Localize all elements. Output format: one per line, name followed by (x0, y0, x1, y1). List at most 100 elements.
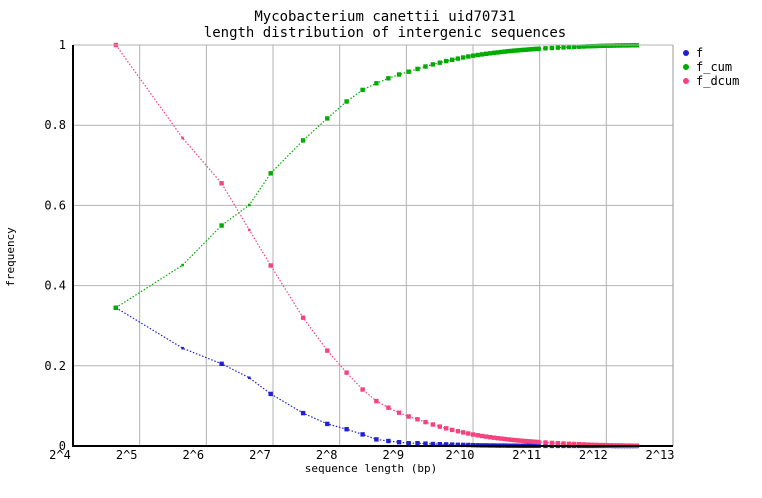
marker-f (430, 441, 436, 447)
marker-f_dcum (437, 424, 442, 429)
marker-f_dcum (555, 441, 561, 446)
plot-border (72, 44, 674, 447)
marker-f_cum (518, 47, 523, 53)
marker-f_cum (470, 53, 476, 58)
marker-f_dcum (576, 442, 581, 447)
marker-f_cum (581, 44, 586, 49)
marker-f_cum (374, 81, 379, 86)
marker-f_dcum (430, 422, 436, 427)
marker-f_cum (555, 45, 561, 50)
marker-f_cum (534, 46, 539, 52)
marker-f_dcum (512, 437, 517, 443)
marker-f (344, 427, 349, 432)
marker-f_dcum (529, 439, 534, 444)
marker-f_cum (461, 55, 466, 60)
y-tick-label: 0.4 (44, 279, 66, 293)
marker-f_cum (561, 45, 566, 50)
marker-f_cum (406, 69, 411, 74)
marker-f (248, 376, 251, 380)
marker-f_cum (484, 51, 489, 56)
legend-marker-f_dcum (683, 78, 689, 84)
marker-f_dcum (470, 432, 476, 437)
marker-f_dcum (502, 436, 507, 442)
marker-f_dcum (536, 439, 541, 445)
marker-f_cum (415, 66, 420, 72)
marker-f_dcum (515, 438, 520, 443)
marker-f_dcum (325, 348, 330, 353)
marker-f_cum (300, 138, 306, 143)
x-tick-label: 2^9 (382, 448, 404, 462)
legend-item-f_dcum: f_dcum (683, 74, 739, 88)
marker-f_cum (423, 64, 428, 69)
marker-f_dcum (479, 433, 485, 439)
marker-f_dcum (526, 439, 531, 444)
grid-lines (73, 44, 673, 446)
y-tick-label: 0.6 (44, 198, 66, 212)
marker-f_cum (495, 50, 500, 55)
y-tick-label: 1 (59, 38, 66, 52)
marker-f_cum (181, 263, 184, 267)
marker-f_cum (444, 58, 449, 64)
legend-marker-f_cum (683, 64, 689, 70)
legend-label-f: f (696, 46, 703, 60)
marker-f_cum (597, 43, 602, 49)
legend-item-f: f (683, 46, 703, 60)
x-tick-label: 2^5 (116, 448, 138, 462)
marker-f_dcum (219, 181, 224, 186)
marker-f_dcum (386, 405, 391, 410)
marker-f_dcum (488, 435, 493, 440)
marker-f_cum (521, 47, 526, 53)
marker-f (406, 441, 411, 446)
marker-f (455, 442, 461, 447)
marker-f_cum (571, 44, 577, 50)
marker-f_cum (509, 48, 514, 54)
marker-f (415, 441, 420, 446)
marker-f_cum (437, 60, 442, 65)
x-tick-label: 2^4 (49, 448, 71, 462)
x-tick-label: 2^8 (316, 448, 338, 462)
chart-title-line2: length distribution of intergenic sequen… (204, 25, 566, 41)
marker-f_cum (531, 46, 536, 52)
marker-f (219, 361, 224, 366)
marker-f (300, 410, 306, 416)
marker-f_cum (505, 49, 511, 54)
y-tick-labels: 0 0.2 0.4 0.6 0.8 1 (44, 38, 66, 453)
marker-f_cum (248, 203, 251, 207)
x-tick-label: 2^12 (579, 448, 608, 462)
series-f_dcum (113, 42, 639, 448)
marker-f_dcum (509, 437, 514, 442)
marker-f_dcum (475, 433, 480, 438)
marker-f (444, 442, 449, 447)
marker-f_cum (450, 57, 455, 62)
marker-f_dcum (344, 370, 349, 375)
marker-f_cum (589, 44, 595, 49)
marker-f_dcum (466, 431, 471, 436)
series-f (113, 305, 639, 449)
marker-f_cum (466, 54, 471, 59)
marker-f_dcum (450, 427, 455, 433)
marker-f_dcum (423, 419, 428, 425)
marker-f_dcum (248, 228, 251, 232)
marker-f (450, 442, 455, 447)
marker-f_cum (499, 49, 504, 55)
marker-f_dcum (585, 442, 590, 447)
marker-f_cum (604, 43, 610, 48)
marker-f_dcum (505, 437, 511, 442)
x-tick-label: 2^6 (182, 448, 204, 462)
marker-f_dcum (444, 426, 449, 431)
series-f_cum (113, 43, 639, 310)
y-tick-label: 0.2 (44, 359, 66, 373)
marker-f_dcum (571, 441, 577, 447)
marker-f_dcum (396, 410, 402, 415)
marker-f_cum (536, 46, 541, 51)
marker-f (181, 346, 184, 350)
marker-f_cum (475, 52, 480, 58)
marker-f_cum (512, 48, 517, 53)
x-tick-label: 2^7 (249, 448, 271, 462)
marker-f_dcum (455, 429, 461, 434)
marker-f_dcum (534, 439, 539, 445)
marker-f_cum (502, 49, 507, 54)
marker-f_dcum (268, 263, 273, 268)
y-tick-label: 0 (59, 439, 66, 453)
